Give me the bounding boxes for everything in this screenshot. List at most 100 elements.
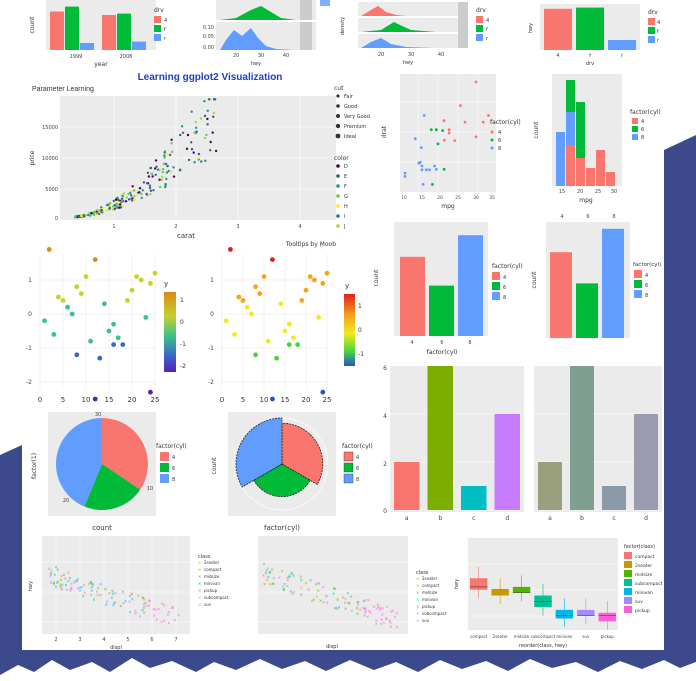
p16-point: × xyxy=(62,572,65,577)
p17-point: × xyxy=(300,592,303,597)
p6-point xyxy=(421,183,425,186)
p6-xtick-2: 20 xyxy=(437,195,443,201)
p5-point xyxy=(100,208,103,212)
p8-leg-1: 6 xyxy=(503,285,506,291)
p17-point: × xyxy=(282,587,285,592)
p13-slice-1 xyxy=(253,463,311,497)
p5-point xyxy=(142,181,146,184)
p16-point: × xyxy=(78,585,81,590)
p16-point: × xyxy=(82,583,85,588)
p17-point: × xyxy=(378,607,381,612)
p1-leg-1: f xyxy=(164,27,166,33)
p12-label-0: 30 xyxy=(95,412,101,418)
p17-point: × xyxy=(382,620,385,625)
p10-point xyxy=(143,315,149,320)
p16-point: × xyxy=(111,591,114,596)
p7-legend-title: factor(cyl) xyxy=(630,109,661,116)
p5-cut-legend-dot xyxy=(336,104,340,108)
p17-point: × xyxy=(389,620,392,625)
p12-slice-0 xyxy=(102,418,148,490)
p16-point: × xyxy=(104,586,107,591)
p11-xtick-5: 25 xyxy=(323,396,332,404)
p5-point xyxy=(80,215,83,218)
p17-point: × xyxy=(268,570,271,575)
p11-point xyxy=(286,321,292,327)
p16-point: × xyxy=(54,564,57,569)
p5-point xyxy=(162,162,166,166)
p8-ylabel: count xyxy=(373,269,380,287)
p16-point: × xyxy=(65,587,68,592)
p1-xlabel: year xyxy=(94,61,108,68)
p3-xlabel: hwy xyxy=(403,60,413,66)
p18-ylabel: hwy xyxy=(454,579,460,589)
p11-point xyxy=(320,389,326,395)
diamonds-scatter-chart: price 15000 10000 5000 0 1 2 3 4 carat T… xyxy=(29,96,336,248)
p5-point xyxy=(203,114,207,118)
p17-point: × xyxy=(283,581,286,586)
p10-point xyxy=(125,298,130,303)
blue-right-band xyxy=(664,135,696,681)
p10-point xyxy=(65,304,70,310)
p15-xtick-1: b xyxy=(580,515,584,522)
p8-xtick-1: 6 xyxy=(440,340,443,346)
p11-legend-title: y xyxy=(345,282,349,290)
p16-point: × xyxy=(144,600,147,605)
p5-point xyxy=(129,191,132,195)
p17-point: × xyxy=(263,581,266,586)
p17-point: × xyxy=(344,596,347,601)
p16-point: × xyxy=(49,572,52,577)
p10-point xyxy=(51,332,57,337)
p17-point: × xyxy=(332,586,335,591)
p5-point xyxy=(209,149,212,152)
p17-point: × xyxy=(385,604,388,609)
p6-point xyxy=(434,167,438,171)
p16-point: × xyxy=(119,604,122,609)
p5-point xyxy=(122,200,125,203)
p7-leg-2: 8 xyxy=(641,135,644,141)
p10-ytick-3: -2 xyxy=(26,379,32,386)
p10-point xyxy=(92,257,98,262)
p5-point xyxy=(212,112,215,115)
p16-point: × xyxy=(87,581,90,586)
p8-xlabel: factor(cyl) xyxy=(427,349,458,356)
p10-xtick-0: 0 xyxy=(38,396,42,404)
p6-point xyxy=(428,168,431,172)
p16-point: × xyxy=(99,582,102,587)
p6-point xyxy=(474,135,478,139)
p5-point xyxy=(154,159,158,162)
p17-legend-label: midsize xyxy=(422,590,438,595)
p10-point xyxy=(129,287,135,293)
p6-point xyxy=(436,142,440,146)
p10-point xyxy=(46,247,52,252)
p10-point xyxy=(152,270,158,276)
p5-color-legend-dot xyxy=(336,214,340,218)
p10-point xyxy=(120,342,126,347)
p5-point xyxy=(131,185,134,188)
p5-point xyxy=(170,142,173,145)
p5-color-legend-label: G xyxy=(344,194,348,200)
p6-point xyxy=(481,120,485,124)
p17-point: × xyxy=(364,606,367,611)
p11-xtick-2: 10 xyxy=(260,396,269,404)
p12-label-1: 10 xyxy=(147,486,153,492)
p5-color-legend-label: D xyxy=(344,164,348,170)
p11-point xyxy=(307,274,313,279)
p17-point: × xyxy=(292,589,295,594)
p17-point: × xyxy=(356,602,359,607)
p16-point: × xyxy=(152,606,155,611)
p12-label-2: 20 xyxy=(63,498,69,504)
p5-point xyxy=(170,138,173,141)
p5-point xyxy=(125,196,128,199)
p5-color-legend-label: F xyxy=(344,184,347,190)
p2-xtick-2: 40 xyxy=(283,53,289,59)
p7-bar-1b xyxy=(566,80,575,112)
p5-point xyxy=(149,166,153,170)
p17-point: × xyxy=(288,573,291,578)
p5-cut-legend-dot xyxy=(335,133,341,139)
p6-point xyxy=(453,139,457,142)
p17-point: × xyxy=(369,610,372,615)
p16-point: × xyxy=(56,579,59,584)
p16-point: × xyxy=(131,596,134,601)
p17-legend-mark: × xyxy=(416,576,419,581)
p16-point: × xyxy=(128,594,131,599)
